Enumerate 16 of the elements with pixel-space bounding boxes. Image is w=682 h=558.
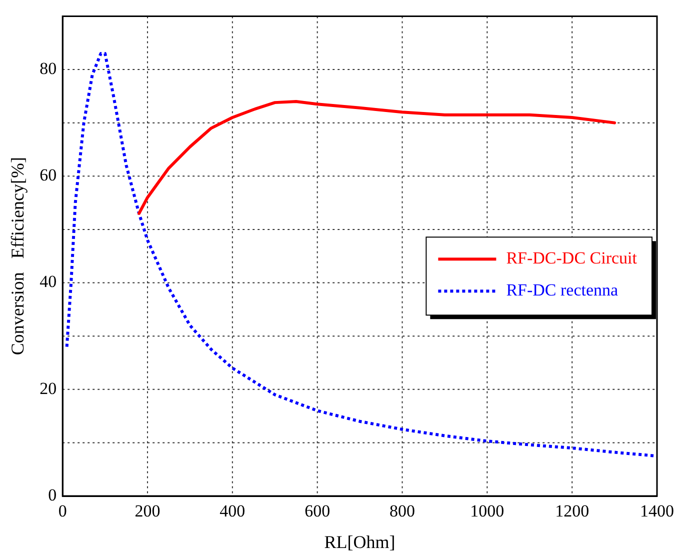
y-tick-label: 80 bbox=[40, 58, 57, 78]
x-tick-label: 1400 bbox=[640, 502, 674, 521]
x-tick-label: 800 bbox=[390, 502, 416, 521]
x-tick-label: 1000 bbox=[470, 502, 504, 521]
legend-label: RF-DC-DC Circuit bbox=[506, 248, 638, 268]
y-tick-label: 40 bbox=[40, 272, 57, 292]
y-tick-label: 60 bbox=[40, 166, 57, 185]
x-tick-label: 1200 bbox=[555, 502, 590, 521]
y-tick-label: 20 bbox=[40, 378, 57, 398]
y-tick-label: 0 bbox=[48, 485, 57, 504]
legend-label: RF-DC rectenna bbox=[506, 280, 619, 300]
x-tick-label: 200 bbox=[134, 502, 160, 521]
x-tick-label: 400 bbox=[220, 502, 246, 521]
x-axis-title: RL[Ohm] bbox=[324, 532, 396, 552]
x-tick-label: 600 bbox=[304, 502, 330, 521]
y-axis-title: Conversion Efficiency[%] bbox=[8, 157, 28, 356]
